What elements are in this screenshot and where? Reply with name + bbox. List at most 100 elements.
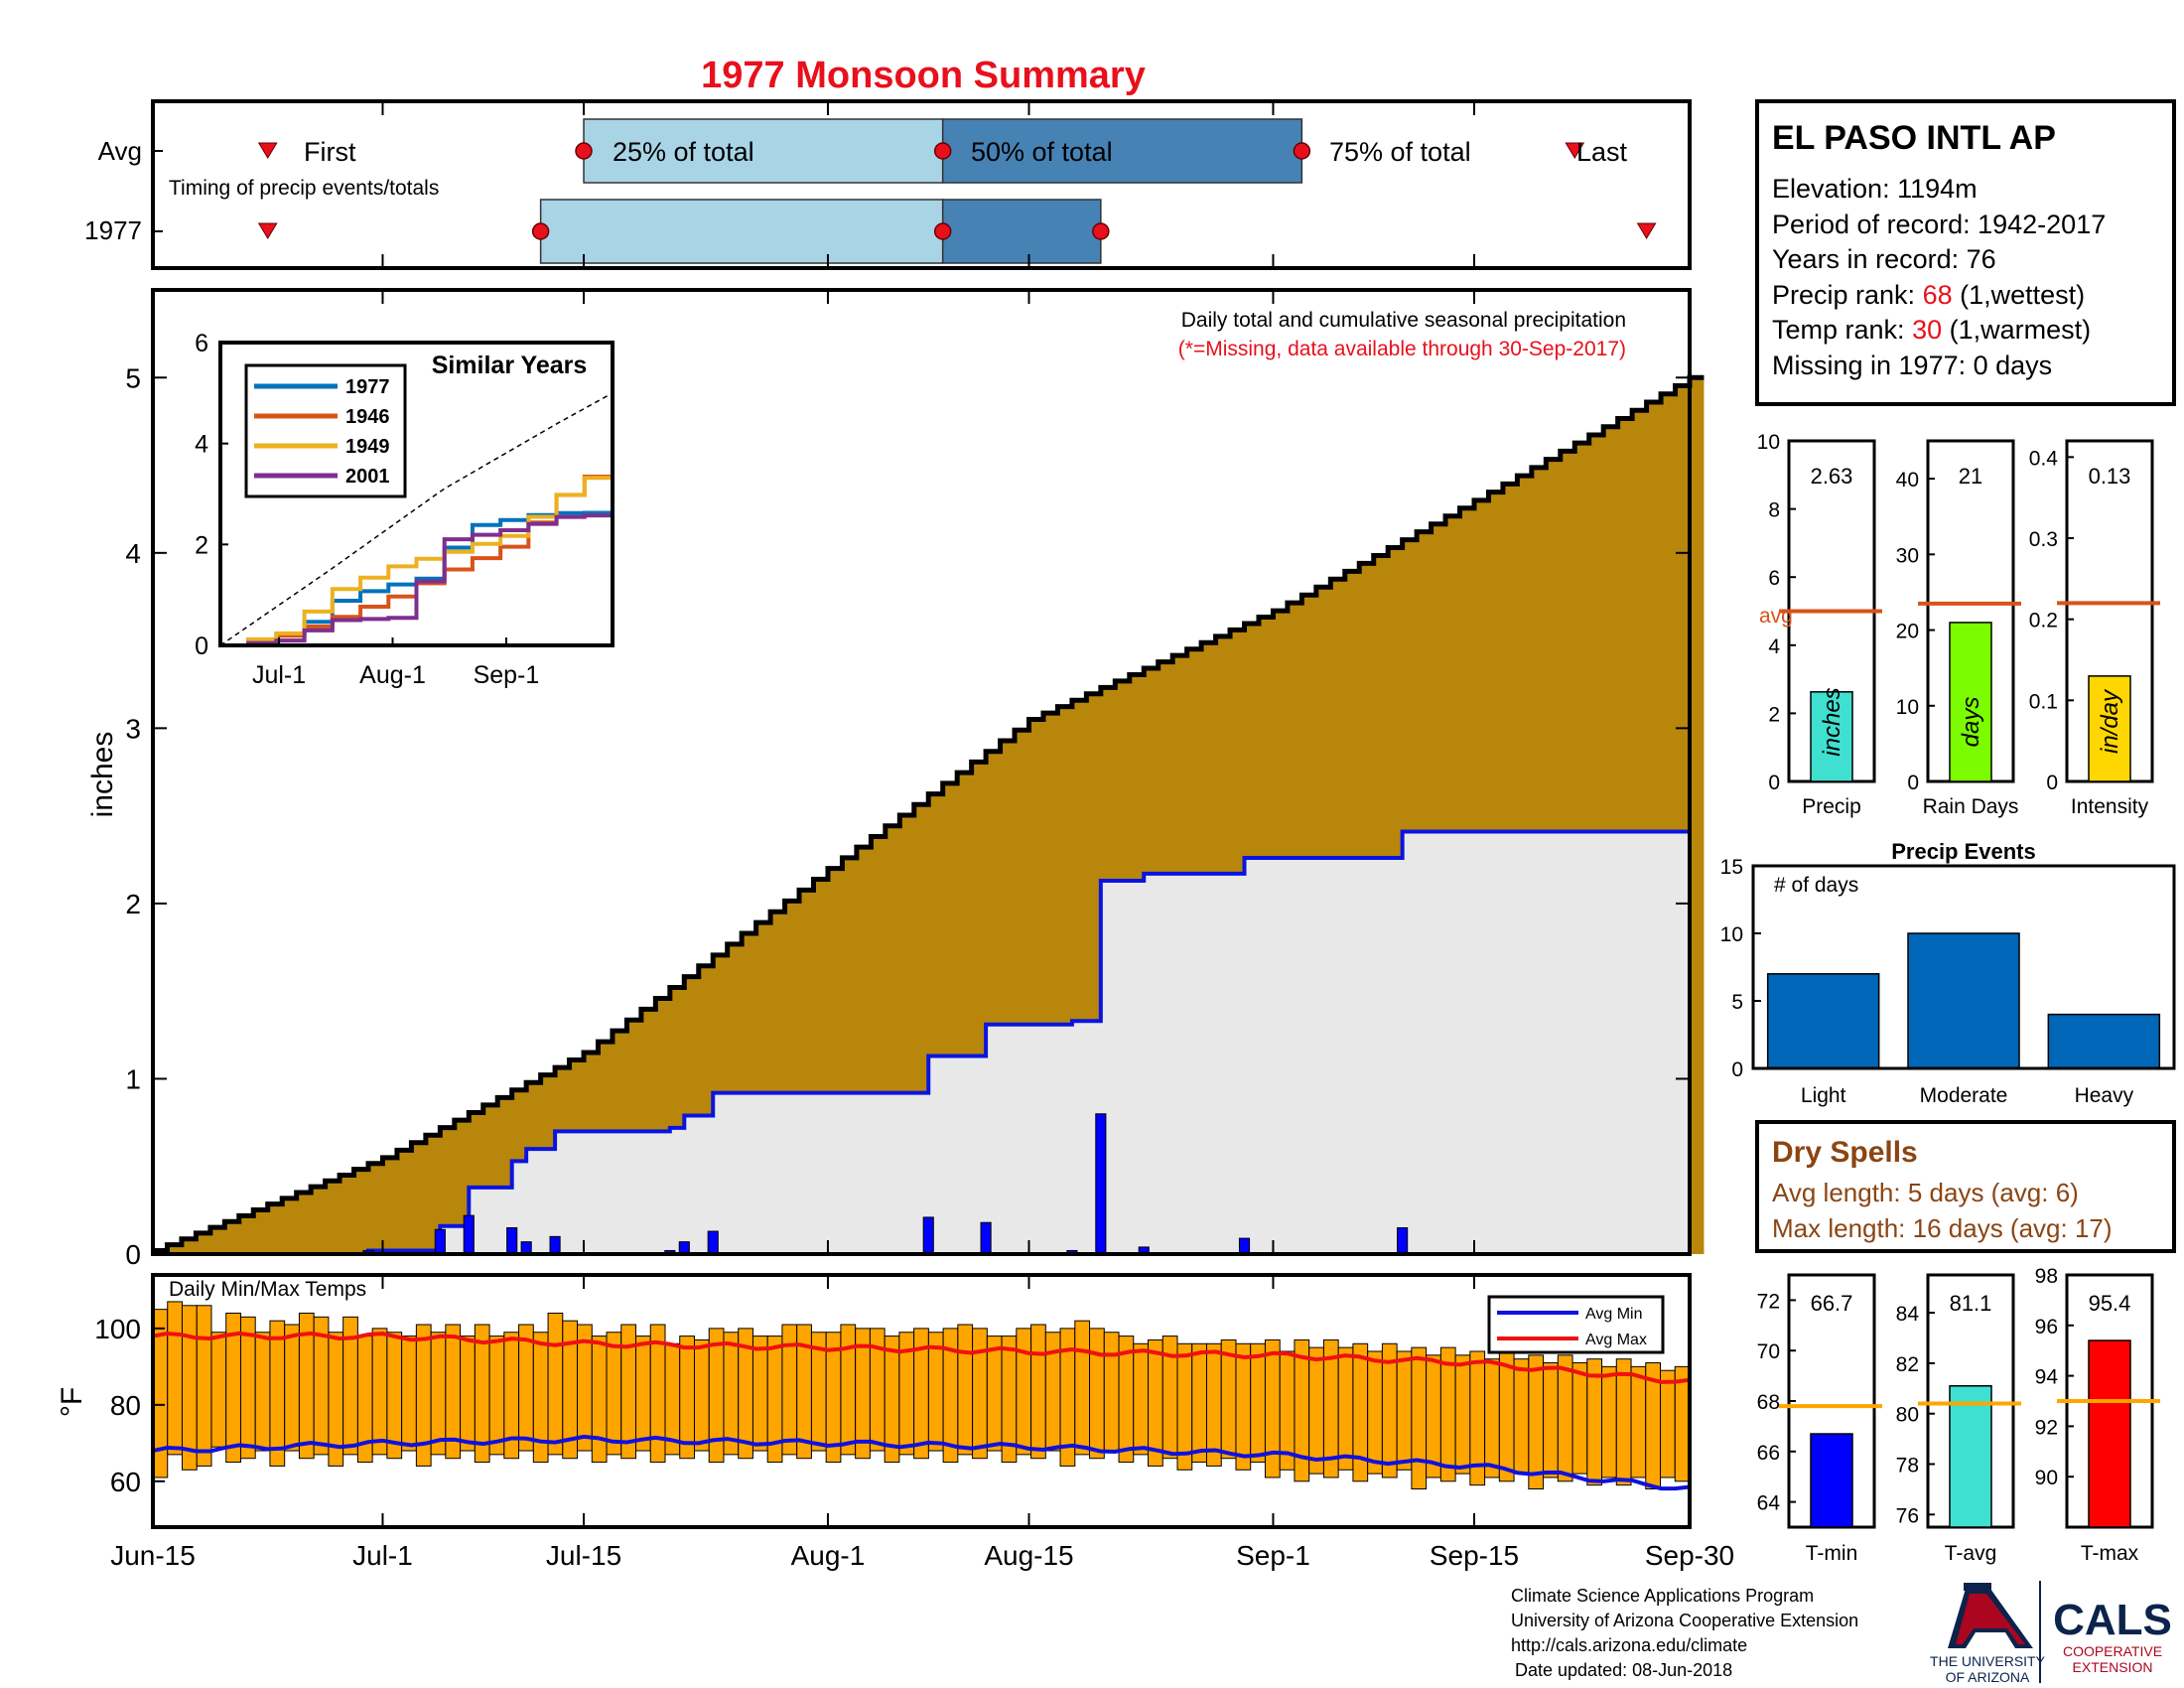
temp-stat-ytick-label: 84 [1896, 1303, 1920, 1326]
daily-temp-bar [1426, 1354, 1441, 1478]
daily-temp-bar [957, 1324, 974, 1456]
timing-subtitle: Timing of precip events/totals [169, 177, 439, 200]
year-cumulative-line [153, 829, 1688, 1256]
event-ticks: 0 5 10 15 [1720, 856, 1761, 1081]
daily-temp-bar [1557, 1354, 1573, 1482]
cumulative-area [153, 374, 1705, 1256]
daily-temp-bar [1133, 1342, 1150, 1456]
inset-title: Similar Years [432, 352, 588, 379]
event-category-label: Moderate [1920, 1084, 2008, 1107]
stat-bar [2088, 675, 2131, 782]
event-category-label: Light [1801, 1084, 1846, 1107]
daily-temp-bar [518, 1324, 534, 1452]
dry-spells-title: Dry Spells [1772, 1136, 1918, 1169]
p50-label: 50% of total [971, 137, 1113, 167]
event-bars: Light Moderate Heavy [1766, 932, 2161, 1107]
inset-avg-dashed-line [219, 394, 610, 646]
event-category-label: Heavy [2075, 1084, 2134, 1107]
timing-avg-first-triangle [257, 142, 278, 159]
ua-line2: OF ARIZONA [1946, 1669, 2030, 1685]
timing-row-avg: Avg [98, 136, 142, 166]
event-bar [1766, 973, 1880, 1069]
main-ytick-label: 5 [125, 362, 141, 393]
daily-temp-bar [591, 1336, 608, 1464]
inset-ticks: 0 2 4 6 Jul-1 Aug-1 Sep-1 [195, 330, 539, 689]
timing-avg-last-triangle [1565, 142, 1585, 159]
daily-temp-bar [1367, 1350, 1383, 1475]
season-stat-panels: 2.63 Precip inches 0 2 4 6 8 10 21 Rain Days days 0 1… [1757, 431, 2160, 818]
timing-panel: Avg 1977 Timing of precip events/totals … [84, 99, 1692, 270]
timing-year-percentile-marker-3 [1092, 222, 1110, 240]
daily-temp-bar [1674, 1365, 1691, 1482]
stat-unit: in/day [2097, 688, 2123, 754]
daily-temp-bar [1528, 1354, 1545, 1490]
daily-temp-bar [1074, 1320, 1091, 1456]
daily-temp-bar [210, 1332, 227, 1448]
daily-temp-bar [1264, 1338, 1281, 1478]
daily-temp-bar [693, 1338, 710, 1452]
timing-avg-box-25-50 [583, 118, 944, 184]
temp-stat-name: T-max [2081, 1542, 2139, 1565]
temp-stat-ytick-label: 70 [1757, 1340, 1780, 1363]
main-ytick-label: 3 [125, 713, 141, 744]
daily-temp-bar [460, 1336, 476, 1452]
timing-avg-percentile-marker-3 [1293, 142, 1311, 160]
stat-ytick-label: 0.1 [2029, 690, 2058, 713]
p75-label: 75% of total [1329, 137, 1471, 167]
daily-temp-bar [1439, 1346, 1456, 1482]
stat-name: Rain Days [1923, 795, 2019, 818]
daily-temp-bar [1484, 1358, 1500, 1478]
temp-y-ticks: 60 80 100 [94, 1314, 165, 1497]
cals-logo: CALS [2053, 1596, 2172, 1644]
temp-stat-ytick-label: 80 [1896, 1404, 1919, 1427]
daily-temp-bar [649, 1324, 666, 1464]
stat-bar [1810, 691, 1853, 782]
legend-avg-min: Avg Min [1585, 1306, 1643, 1323]
inset-xtick-label: Jul-1 [252, 661, 306, 689]
stat-value: 21 [1959, 464, 1982, 489]
temps-label: Daily Min/Max Temps [169, 1278, 366, 1301]
timing-avg-percentile-marker-2 [933, 142, 952, 160]
stat-ytick-label: 8 [1768, 499, 1780, 522]
daily-temp-bar [1250, 1342, 1266, 1464]
temp-stat-ytick-label: 94 [2035, 1366, 2059, 1389]
temp-stat-ytick-label: 78 [1896, 1455, 1919, 1477]
timing-year-last-triangle [1636, 222, 1657, 239]
daily-temp-bar [1396, 1350, 1413, 1471]
stat-ytick-label: 0.3 [2029, 528, 2058, 551]
daily-precip-bar [707, 1230, 719, 1255]
temp-stat-ytick-label: 82 [1896, 1353, 1919, 1376]
temp-ytick-label: 100 [94, 1314, 141, 1344]
daily-temp-bar [1337, 1346, 1354, 1471]
daily-temp-bar [547, 1312, 564, 1456]
daily-temp-bar [1030, 1324, 1046, 1460]
daily-precip-bar [434, 1228, 446, 1255]
first-label: First [304, 137, 356, 167]
event-bar [2047, 1013, 2161, 1069]
cals-sub1: COOPERATIVE [2063, 1643, 2162, 1659]
daily-temp-bar [751, 1336, 768, 1452]
daily-temp-bar [723, 1332, 740, 1456]
daily-temp-bar [1148, 1338, 1163, 1467]
events-title: Precip Events [1891, 839, 2036, 864]
stat-ytick-label: 10 [1757, 431, 1780, 454]
avg-max-line [152, 1331, 1691, 1384]
stat-ytick-label: 0.2 [2029, 610, 2058, 633]
daily-temp-bar [927, 1332, 944, 1452]
event-ytick-label: 5 [1731, 991, 1743, 1014]
footer-line3: http://cals.arizona.edu/climate [1511, 1635, 1747, 1655]
block-a-icon [1948, 1583, 2033, 1648]
daily-temp-bar [1454, 1354, 1471, 1475]
temp-stat-ytick-label: 72 [1757, 1290, 1780, 1313]
daily-temp-bar [1220, 1338, 1237, 1460]
daily-temp-bar [386, 1332, 403, 1460]
x-tick-label: Sep-30 [1645, 1540, 1734, 1571]
inset-ytick-label: 0 [195, 633, 208, 660]
daily-temp-bar [1586, 1358, 1603, 1486]
daily-temp-bars [152, 1301, 1691, 1490]
stat-ytick-label: 6 [1768, 567, 1780, 590]
station-info: EL PASO INTL AP Elevation: 1194m Period … [1755, 99, 2176, 406]
daily-precip-bar [980, 1221, 992, 1255]
inset-ytick-label: 2 [195, 531, 208, 559]
